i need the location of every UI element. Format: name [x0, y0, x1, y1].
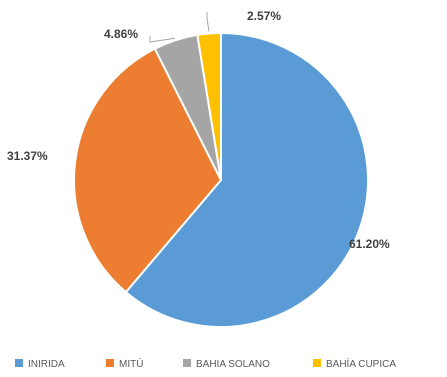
legend-label-bahia-cupica: BAHÍA CUPICA	[326, 357, 396, 370]
pie-slice-mitu	[73, 47, 223, 294]
legend: INIRIDA MITÚ BAHIA SOLANO BAHÍA CUPICA	[15, 357, 396, 370]
pie-slice-inirida	[124, 31, 369, 328]
leader-lines	[149, 12, 210, 43]
leader-line-bahia-cupica	[206, 12, 210, 32]
data-labels: 61.20% 31.37% 4.86% 2.57%	[7, 9, 390, 251]
data-label-inirida: 61.20%	[349, 237, 390, 251]
legend-item-mitu: MITÚ	[106, 357, 143, 370]
legend-swatch-mitu	[106, 359, 114, 367]
data-label-mitu: 31.37%	[7, 149, 48, 163]
legend-item-inirida: INIRIDA	[15, 359, 65, 370]
data-label-bahia-solano: 4.86%	[104, 27, 138, 41]
pie-slice-bahia-cupica	[196, 31, 222, 181]
legend-label-mitu: MITÚ	[119, 357, 143, 370]
data-label-bahia-cupica: 2.57%	[247, 9, 281, 23]
legend-item-bahia-solano: BAHIA SOLANO	[183, 359, 270, 370]
legend-label-bahia-solano: BAHIA SOLANO	[196, 359, 270, 370]
leader-line-bahia-solano	[149, 36, 176, 43]
pie-slices	[73, 31, 369, 328]
legend-swatch-bahia-cupica	[313, 359, 321, 367]
legend-swatch-inirida	[15, 359, 23, 367]
legend-swatch-bahia-solano	[183, 359, 191, 367]
legend-label-inirida: INIRIDA	[28, 359, 65, 370]
legend-item-bahia-cupica: BAHÍA CUPICA	[313, 357, 396, 370]
